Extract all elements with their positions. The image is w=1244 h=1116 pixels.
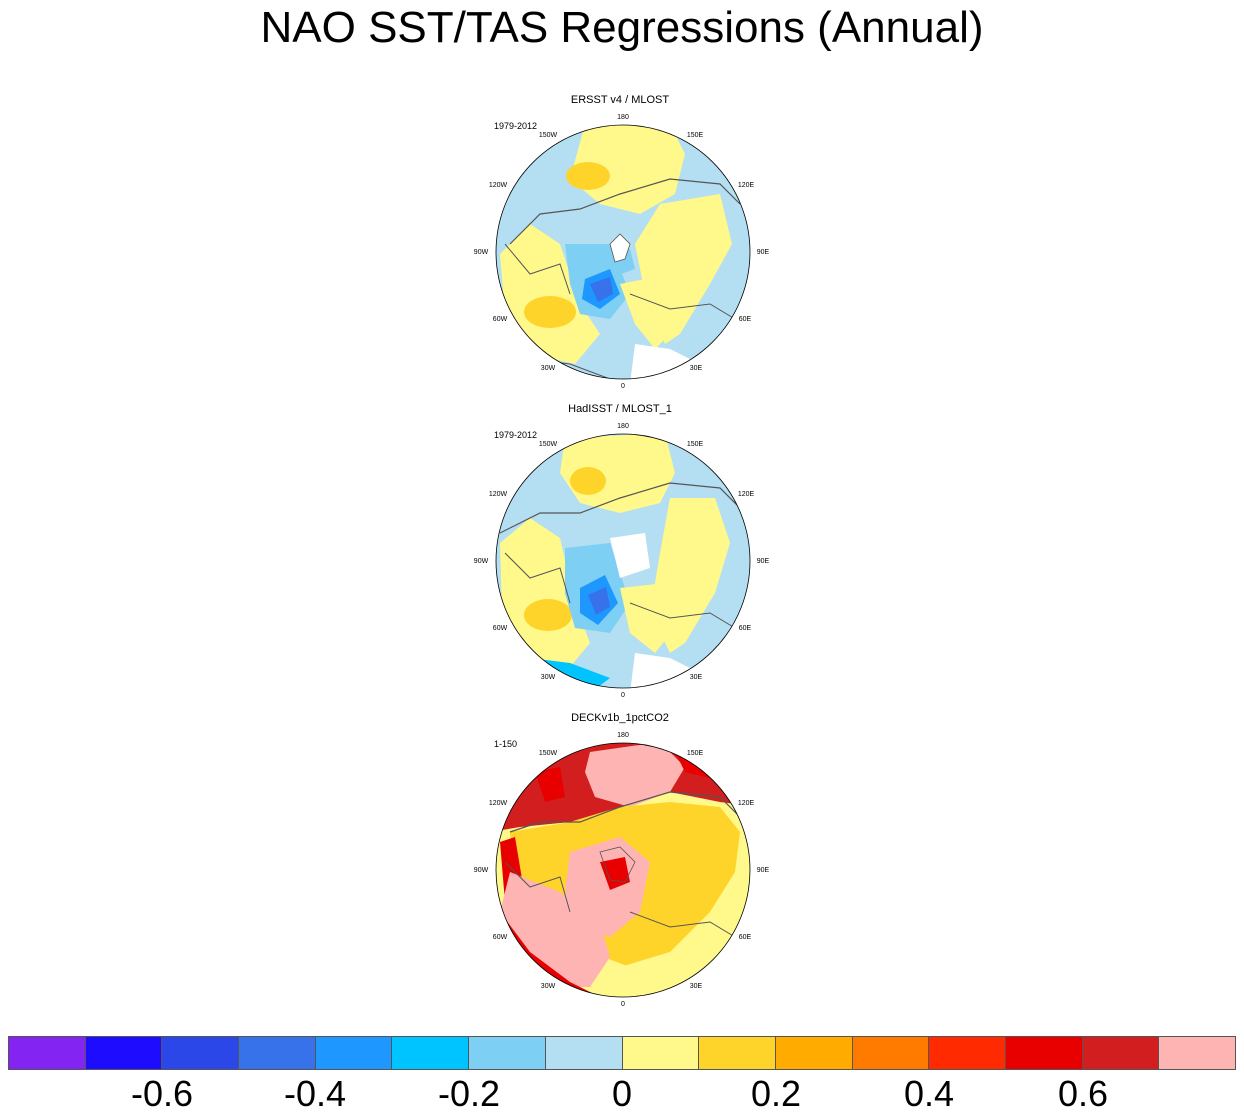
period-label: 1-150 bbox=[494, 739, 518, 749]
colorbar-swatch bbox=[162, 1036, 240, 1070]
polar-map: 180 150E 120E 90E 60E 30E 0 30W 60W 90W … bbox=[474, 423, 770, 699]
lon-label: 90E bbox=[757, 558, 770, 565]
lon-label: 180 bbox=[617, 732, 629, 739]
lon-label: 60W bbox=[493, 934, 508, 941]
lon-label: 90E bbox=[757, 249, 770, 256]
colorbar-label: -0.4 bbox=[283, 1073, 347, 1114]
colorbar-swatch bbox=[929, 1036, 1006, 1070]
lon-label: 30E bbox=[690, 983, 703, 990]
lon-label: 60E bbox=[739, 316, 752, 323]
lon-label: 30E bbox=[690, 365, 703, 372]
panel-title: ERSST v4 / MLOST bbox=[570, 94, 670, 106]
lon-label: 60E bbox=[739, 934, 752, 941]
polar-map: 180 150E 120E 90E 60E 30E 0 30W 60W 90W … bbox=[474, 732, 770, 1008]
colorbar-swatch bbox=[1005, 1036, 1083, 1070]
lon-label: 30W bbox=[541, 983, 556, 990]
lon-label: 180 bbox=[617, 423, 629, 430]
colorbar-label: 0.6 bbox=[1057, 1073, 1109, 1114]
lon-label: 150W bbox=[539, 750, 558, 757]
colorbar-swatch bbox=[699, 1036, 776, 1070]
lon-label: 90W bbox=[474, 249, 489, 256]
colorbar-swatch bbox=[8, 1036, 86, 1070]
panel-title: HadISST / MLOST_1 bbox=[568, 403, 672, 415]
map-panel-ersst: ERSST v4 / MLOST 1979-2012 180 150E 1 bbox=[470, 94, 770, 394]
panel-title: DECKv1b_1pctCO2 bbox=[571, 712, 669, 724]
colorbar-swatch bbox=[622, 1036, 700, 1070]
lon-label: 180 bbox=[617, 114, 629, 121]
colorbar-swatch bbox=[469, 1036, 546, 1070]
lon-label: 150E bbox=[687, 441, 704, 448]
lon-label: 0 bbox=[621, 383, 625, 390]
lon-label: 120W bbox=[489, 800, 508, 807]
lon-label: 90W bbox=[474, 867, 489, 874]
colorbar-swatch bbox=[239, 1036, 316, 1070]
lon-label: 120W bbox=[489, 491, 508, 498]
colorbar-swatch bbox=[1159, 1036, 1236, 1070]
colorbar-swatch bbox=[1082, 1036, 1160, 1070]
lon-label: 120E bbox=[738, 800, 755, 807]
lon-label: 150E bbox=[687, 750, 704, 757]
colorbar-label: -0.2 bbox=[437, 1073, 501, 1114]
map-panel-hadisst: HadISST / MLOST_1 1979-2012 180 150E 120… bbox=[470, 403, 770, 703]
lon-label: 90E bbox=[757, 867, 770, 874]
map-panel-deck: DECKv1b_1pctCO2 1-150 180 150E 120E 90E bbox=[470, 712, 770, 1012]
colorbar-swatch bbox=[852, 1036, 930, 1070]
colorbar-label: -0.6 bbox=[130, 1073, 194, 1114]
colorbar-swatch bbox=[392, 1036, 470, 1070]
colorbar-label: 0.4 bbox=[903, 1073, 955, 1114]
period-label: 1979-2012 bbox=[494, 430, 538, 440]
colorbar-label: 0.2 bbox=[750, 1073, 802, 1114]
lon-label: 120E bbox=[738, 491, 755, 498]
lon-label: 60E bbox=[739, 625, 752, 632]
colorbar-label: 0 bbox=[611, 1073, 633, 1114]
main-title: NAO SST/TAS Regressions (Annual) bbox=[260, 3, 984, 52]
lon-label: 0 bbox=[621, 692, 625, 699]
lon-label: 30E bbox=[690, 674, 703, 681]
lon-label: 120E bbox=[738, 182, 755, 189]
lon-label: 90W bbox=[474, 558, 489, 565]
colorbar bbox=[8, 1036, 1236, 1070]
lon-label: 150W bbox=[539, 132, 558, 139]
period-label: 1979-2012 bbox=[494, 121, 538, 131]
lon-label: 30W bbox=[541, 365, 556, 372]
colorbar-swatch bbox=[315, 1036, 393, 1070]
polar-map: 180 150E 120E 90E 60E 30E 0 30W 60W 90W … bbox=[474, 114, 770, 390]
colorbar-swatch bbox=[775, 1036, 853, 1070]
colorbar-swatch bbox=[545, 1036, 623, 1070]
lon-label: 0 bbox=[621, 1001, 625, 1008]
lon-label: 150W bbox=[539, 441, 558, 448]
lon-label: 30W bbox=[541, 674, 556, 681]
lon-label: 60W bbox=[493, 316, 508, 323]
lon-label: 120W bbox=[489, 182, 508, 189]
colorbar-swatch bbox=[85, 1036, 163, 1070]
lon-label: 60W bbox=[493, 625, 508, 632]
lon-label: 150E bbox=[687, 132, 704, 139]
